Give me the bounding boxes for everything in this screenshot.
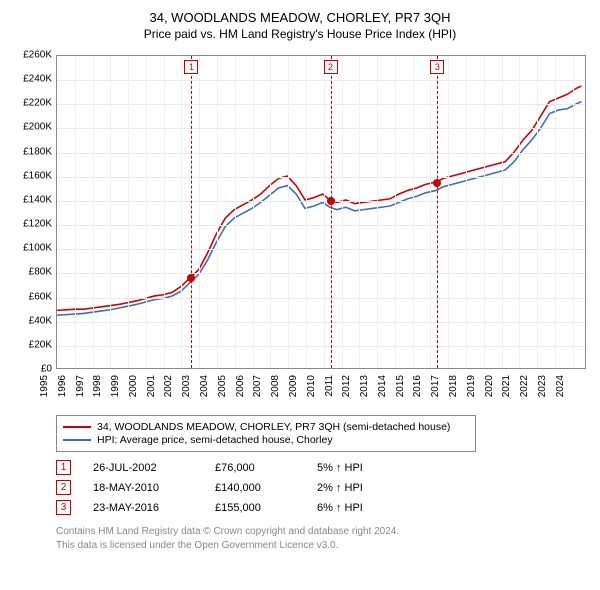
event-diff: 5% ↑ HPI	[317, 462, 363, 474]
plot-area: 1 2 3	[56, 55, 586, 369]
y-axis-label: £60K	[8, 291, 52, 302]
event-dot	[187, 274, 195, 282]
event-row: 1 26-JUL-2002 £76,000 5% ↑ HPI	[56, 460, 592, 475]
legend-label: HPI: Average price, semi-detached house,…	[97, 434, 333, 446]
event-index-box: 2	[56, 480, 71, 495]
event-dot	[433, 179, 441, 187]
event-row: 3 23-MAY-2016 £155,000 6% ↑ HPI	[56, 500, 592, 515]
footer-attribution: Contains HM Land Registry data © Crown c…	[56, 525, 592, 552]
y-axis-label: £180K	[8, 146, 52, 157]
legend-swatch	[63, 426, 91, 428]
y-axis-label: £20K	[8, 339, 52, 350]
event-dot	[327, 197, 335, 205]
event-index-box: 3	[56, 500, 71, 515]
legend-row: HPI: Average price, semi-detached house,…	[63, 434, 469, 446]
event-date: 23-MAY-2016	[93, 502, 193, 514]
chart-container: 1 2 3 £0 £20K £40K £60K £80K £100K £120K £140K £16…	[8, 49, 592, 409]
event-price: £76,000	[215, 462, 295, 474]
event-date: 26-JUL-2002	[93, 462, 193, 474]
y-axis-label: £100K	[8, 243, 52, 254]
event-dashline	[437, 56, 438, 368]
y-axis-label: £140K	[8, 194, 52, 205]
event-index-box: 1	[56, 460, 71, 475]
footer-line: This data is licensed under the Open Gov…	[56, 539, 592, 553]
y-axis-label: £0	[8, 364, 52, 375]
event-dashline	[331, 56, 332, 368]
legend: 34, WOODLANDS MEADOW, CHORLEY, PR7 3QH (…	[56, 415, 476, 452]
legend-label: 34, WOODLANDS MEADOW, CHORLEY, PR7 3QH (…	[97, 421, 450, 433]
footer-line: Contains HM Land Registry data © Crown c…	[56, 525, 592, 539]
events-table: 1 26-JUL-2002 £76,000 5% ↑ HPI 2 18-MAY-2010 £…	[56, 460, 592, 515]
chart-subtitle: Price paid vs. HM Land Registry's House …	[8, 27, 592, 41]
y-axis-label: £80K	[8, 267, 52, 278]
event-marker-box: 2	[324, 60, 338, 74]
event-price: £140,000	[215, 482, 295, 494]
chart-title: 34, WOODLANDS MEADOW, CHORLEY, PR7 3QH	[8, 10, 592, 25]
event-price: £155,000	[215, 502, 295, 514]
event-marker-box: 1	[184, 60, 198, 74]
y-axis-label: £200K	[8, 122, 52, 133]
event-marker-box: 3	[430, 60, 444, 74]
series-line	[57, 86, 581, 310]
event-diff: 6% ↑ HPI	[317, 502, 363, 514]
y-axis-label: £240K	[8, 74, 52, 85]
event-date: 18-MAY-2010	[93, 482, 193, 494]
legend-row: 34, WOODLANDS MEADOW, CHORLEY, PR7 3QH (…	[63, 421, 469, 433]
event-dashline	[191, 56, 192, 368]
series-line	[57, 102, 581, 316]
y-axis-label: £260K	[8, 50, 52, 61]
event-diff: 2% ↑ HPI	[317, 482, 363, 494]
x-axis-label: 2024	[555, 375, 589, 397]
y-axis-label: £160K	[8, 170, 52, 181]
y-axis-label: £40K	[8, 315, 52, 326]
y-axis-label: £120K	[8, 219, 52, 230]
legend-swatch	[63, 439, 91, 441]
event-row: 2 18-MAY-2010 £140,000 2% ↑ HPI	[56, 480, 592, 495]
y-axis-label: £220K	[8, 98, 52, 109]
